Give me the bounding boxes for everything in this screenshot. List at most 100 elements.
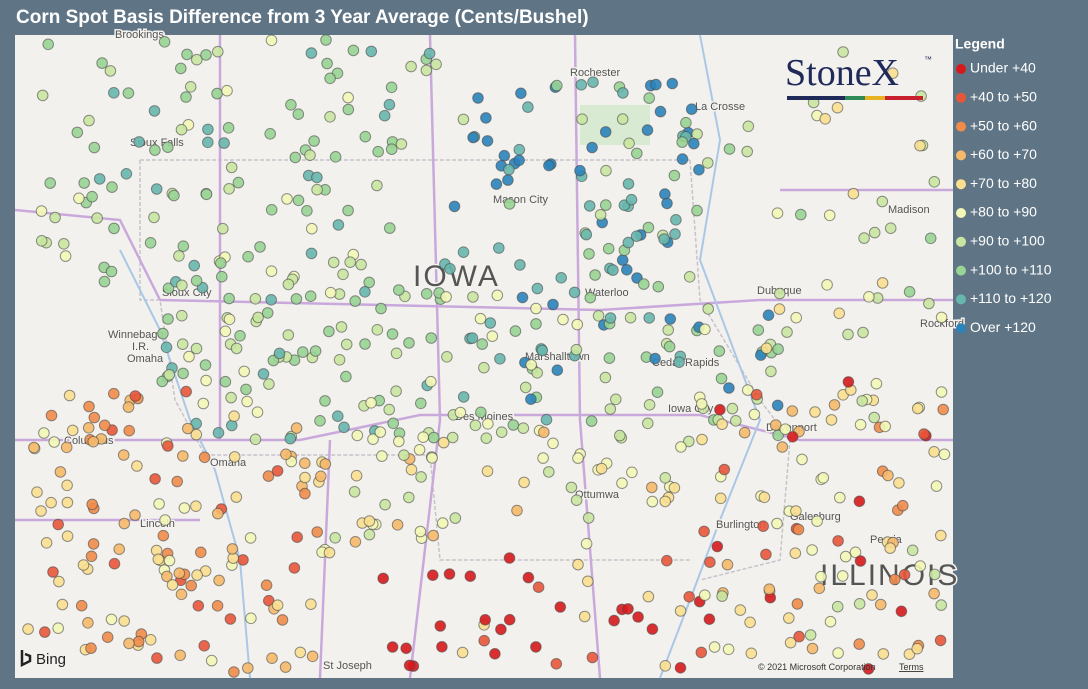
location-dot bbox=[166, 579, 179, 591]
place-label: St Joseph bbox=[323, 660, 372, 672]
location-dot bbox=[676, 153, 689, 165]
location-dot bbox=[621, 264, 633, 276]
location-dot bbox=[525, 393, 537, 406]
location-dot bbox=[87, 435, 100, 448]
location-dot bbox=[423, 47, 436, 60]
location-dot bbox=[390, 385, 402, 398]
location-dot bbox=[476, 338, 489, 350]
location-dot bbox=[658, 233, 670, 245]
location-dot bbox=[723, 382, 735, 394]
location-dot bbox=[149, 473, 161, 485]
location-dot bbox=[857, 326, 869, 339]
legend-label: +50 to +60 bbox=[970, 117, 1037, 133]
location-dot bbox=[61, 496, 74, 509]
location-dot bbox=[441, 351, 453, 363]
location-dot bbox=[428, 431, 440, 444]
location-dot bbox=[614, 429, 626, 442]
location-dot bbox=[162, 282, 175, 295]
place-label: Omaha bbox=[210, 457, 247, 469]
location-dot bbox=[582, 512, 595, 524]
location-dot bbox=[289, 151, 302, 164]
location-dot bbox=[376, 450, 388, 462]
place-label: Ottumwa bbox=[575, 489, 620, 501]
location-dot bbox=[413, 444, 426, 456]
location-dot bbox=[661, 197, 673, 210]
location-dot bbox=[928, 568, 941, 581]
location-dot bbox=[242, 250, 254, 263]
location-dot bbox=[935, 311, 948, 324]
location-dot bbox=[257, 368, 270, 380]
location-dot bbox=[175, 588, 188, 601]
location-dot bbox=[176, 338, 189, 351]
location-dot bbox=[225, 391, 237, 404]
location-dot bbox=[85, 642, 97, 655]
location-dot bbox=[695, 646, 708, 659]
location-dot bbox=[716, 418, 728, 431]
location-dot bbox=[457, 391, 470, 403]
location-dot bbox=[276, 614, 289, 626]
location-dot bbox=[622, 178, 635, 190]
location-dot bbox=[691, 204, 703, 217]
location-dot bbox=[721, 558, 734, 571]
location-dot bbox=[642, 221, 655, 234]
location-dot bbox=[91, 212, 103, 224]
location-dot bbox=[718, 463, 731, 476]
terms-link[interactable]: Terms bbox=[899, 662, 924, 672]
location-dot bbox=[625, 193, 638, 206]
place-label: Brookings bbox=[115, 29, 164, 41]
location-dot bbox=[323, 325, 335, 338]
location-dot bbox=[59, 250, 72, 262]
location-dot bbox=[372, 145, 385, 158]
location-dot bbox=[108, 557, 121, 570]
location-dot bbox=[582, 575, 594, 588]
location-dot bbox=[285, 99, 297, 111]
location-dot bbox=[324, 72, 336, 85]
location-dot bbox=[78, 177, 90, 189]
location-dot bbox=[760, 342, 773, 355]
location-dot bbox=[265, 265, 278, 278]
location-dot bbox=[324, 111, 336, 123]
location-dot bbox=[519, 381, 532, 394]
location-dot bbox=[319, 458, 332, 470]
map[interactable]: Brookings Rochester La Crosse Sioux Fall… bbox=[14, 28, 966, 679]
location-dot bbox=[363, 515, 376, 527]
location-dot bbox=[531, 367, 544, 379]
location-dot bbox=[668, 169, 681, 182]
location-dot bbox=[191, 53, 203, 66]
location-dot bbox=[847, 187, 860, 200]
location-dot bbox=[315, 470, 327, 483]
location-dot bbox=[299, 487, 311, 500]
location-dot bbox=[515, 87, 527, 100]
location-dot bbox=[311, 526, 324, 538]
location-dot bbox=[673, 356, 685, 369]
location-dot bbox=[35, 235, 48, 247]
location-dot bbox=[642, 590, 655, 603]
location-dot bbox=[502, 174, 514, 186]
location-dot bbox=[271, 465, 284, 477]
location-dot bbox=[223, 183, 235, 195]
location-dot bbox=[148, 211, 160, 224]
location-dot bbox=[708, 641, 721, 653]
location-dot bbox=[565, 481, 578, 494]
location-dot bbox=[693, 164, 705, 176]
location-dot bbox=[928, 587, 940, 600]
location-dot bbox=[221, 84, 233, 97]
bing-icon bbox=[20, 650, 32, 668]
location-dot bbox=[393, 284, 405, 296]
location-dot bbox=[384, 222, 396, 234]
place-label: Rochester bbox=[570, 67, 620, 79]
location-dot bbox=[572, 558, 584, 571]
location-dot bbox=[403, 659, 416, 672]
location-dot bbox=[414, 525, 427, 538]
location-dot bbox=[173, 567, 186, 580]
location-dot bbox=[280, 448, 292, 461]
location-dot bbox=[378, 109, 391, 122]
location-dot bbox=[457, 246, 470, 258]
legend-label: +80 to +90 bbox=[970, 204, 1037, 220]
location-dot bbox=[350, 469, 363, 482]
location-dot bbox=[425, 375, 437, 388]
location-dot bbox=[228, 410, 240, 423]
location-dot bbox=[467, 131, 479, 144]
location-dot bbox=[674, 605, 687, 617]
location-dot bbox=[495, 426, 508, 439]
